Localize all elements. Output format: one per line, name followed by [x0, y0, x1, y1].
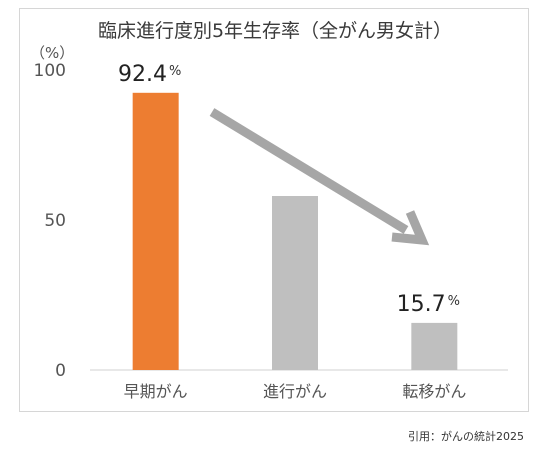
bar: [132, 92, 179, 371]
bar: [272, 196, 318, 370]
category-label: 早期がん: [124, 382, 188, 401]
trend-arrow: [209, 108, 430, 246]
category-labels: 早期がん 進行がん 転移がん: [124, 382, 467, 401]
category-label: 進行がん: [263, 382, 327, 401]
data-labels: 92.4 % 15.7%: [118, 62, 460, 317]
data-label: 15.7%: [397, 292, 460, 317]
arrow-head: [391, 210, 430, 246]
bars: [132, 92, 458, 371]
arrow-shaft: [209, 108, 409, 234]
citation: 引用：がんの統計2025: [408, 430, 524, 443]
y-tick-label: 50: [44, 211, 66, 231]
bar: [411, 322, 458, 370]
category-label: 転移がん: [402, 382, 466, 401]
data-label: 92.4%: [118, 62, 181, 87]
y-tick-label: 100: [34, 61, 66, 81]
chart-title: 臨床進行度別5年生存率（全がん男女計）: [98, 20, 452, 42]
y-axis-unit: （%）: [30, 44, 74, 62]
y-tick-label: 0: [55, 361, 66, 381]
y-axis-ticks: 0 50 100: [34, 61, 66, 381]
